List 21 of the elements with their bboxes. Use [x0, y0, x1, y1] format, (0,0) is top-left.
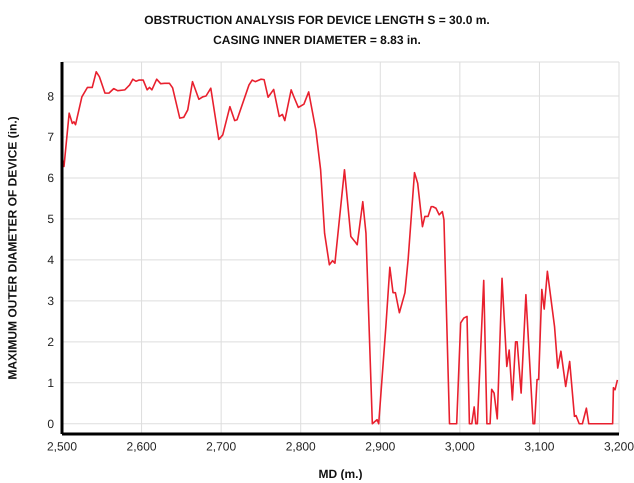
y-tick-label: 7 — [47, 130, 54, 144]
y-tick-label: 5 — [47, 212, 54, 226]
x-tick-label: 3,200 — [604, 440, 634, 454]
y-tick-label: 8 — [47, 89, 54, 104]
line-series — [62, 71, 618, 425]
x-tick-label: 2,500 — [46, 440, 78, 454]
y-tick-label: 3 — [47, 294, 54, 308]
chart-subtitle: CASING INNER DIAMETER = 8.83 in. — [212, 32, 422, 49]
x-tick-label: 2,700 — [206, 440, 236, 454]
y-tick-label: 4 — [47, 253, 54, 268]
x-tick-label: 3,100 — [524, 440, 555, 454]
x-tick-label: 2,900 — [365, 440, 396, 454]
chart-title: OBSTRUCTION ANALYSIS FOR DEVICE LENGTH S = 30.0 m. — [143, 12, 491, 29]
y-axis-title: MAXIMUM OUTER DIAMETER OF DEVICE (in.) — [5, 116, 20, 380]
x-tick-label: 3,000 — [444, 440, 476, 454]
y-tick-label: 0 — [47, 417, 54, 432]
x-tick-label: 2,600 — [126, 440, 157, 454]
y-tick-label: 2 — [47, 335, 54, 350]
y-tick-label: 6 — [47, 171, 54, 186]
x-tick-label: 2,800 — [286, 440, 316, 454]
y-tick-label: 1 — [47, 376, 54, 390]
